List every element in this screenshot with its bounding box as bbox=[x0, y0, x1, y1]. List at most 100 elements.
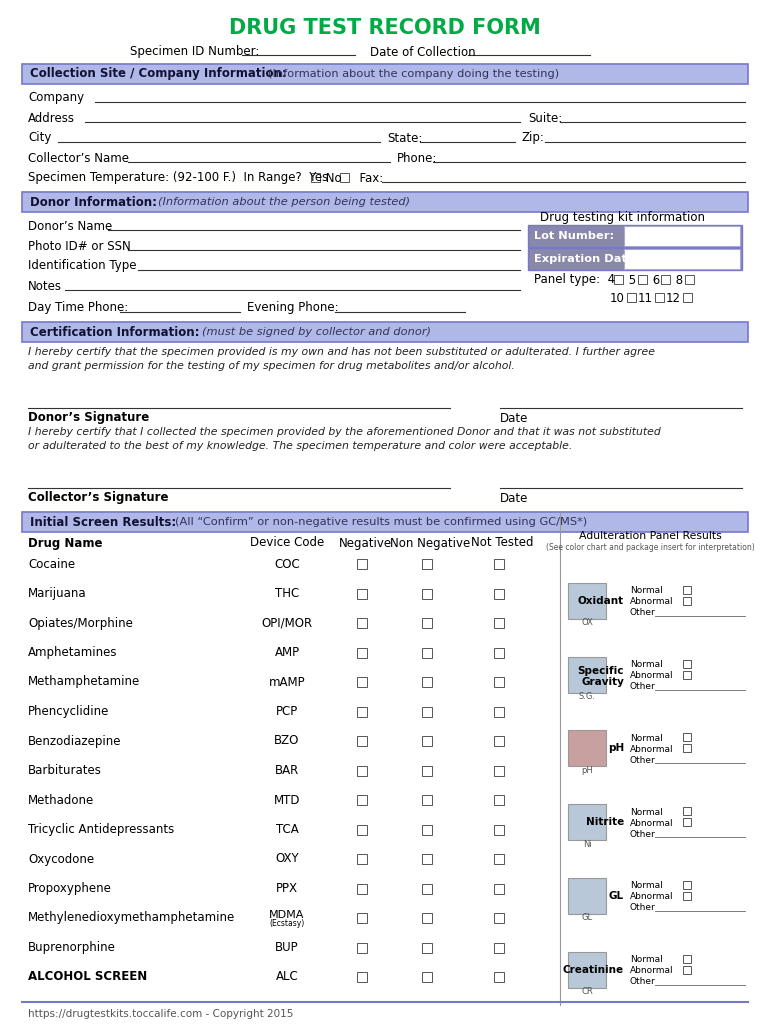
Text: BZO: BZO bbox=[274, 734, 300, 748]
Bar bbox=[422, 677, 432, 687]
Bar bbox=[568, 951, 606, 987]
Text: MTD: MTD bbox=[274, 794, 300, 807]
Text: Abnormal: Abnormal bbox=[630, 892, 674, 901]
Text: Other: Other bbox=[630, 977, 656, 986]
Text: Panel type:  4: Panel type: 4 bbox=[534, 273, 615, 287]
Bar bbox=[357, 618, 367, 628]
Bar bbox=[422, 854, 432, 864]
Text: (Information about the company doing the testing): (Information about the company doing the… bbox=[268, 69, 559, 79]
Text: DRUG TEST RECORD FORM: DRUG TEST RECORD FORM bbox=[229, 18, 541, 38]
Text: Oxycodone: Oxycodone bbox=[28, 853, 94, 865]
Text: State:: State: bbox=[387, 131, 423, 144]
Bar bbox=[422, 913, 432, 923]
Text: Non Negative: Non Negative bbox=[390, 537, 470, 550]
Bar bbox=[422, 589, 432, 598]
Text: Donor’s Name: Donor’s Name bbox=[28, 219, 112, 232]
Text: 6: 6 bbox=[649, 273, 660, 287]
Text: Notes: Notes bbox=[28, 280, 62, 293]
Bar bbox=[627, 293, 636, 302]
Bar bbox=[422, 824, 432, 835]
Bar bbox=[528, 225, 742, 247]
Text: Tricyclic Antidepressants: Tricyclic Antidepressants bbox=[28, 823, 174, 836]
Text: Specimen Temperature: (92-100 F.)  In Range?  Yes: Specimen Temperature: (92-100 F.) In Ran… bbox=[28, 171, 328, 184]
Text: Initial Screen Results:: Initial Screen Results: bbox=[30, 515, 176, 528]
Text: Abnormal: Abnormal bbox=[630, 597, 674, 606]
Text: BUP: BUP bbox=[275, 941, 299, 954]
Text: Methamphetamine: Methamphetamine bbox=[28, 676, 140, 688]
Text: Normal: Normal bbox=[630, 955, 663, 965]
Bar bbox=[422, 647, 432, 657]
Text: Date of Collection: Date of Collection bbox=[370, 45, 476, 58]
Text: Other: Other bbox=[630, 682, 656, 691]
Text: Buprenorphine: Buprenorphine bbox=[28, 941, 115, 954]
Text: Collector’s Signature: Collector’s Signature bbox=[28, 492, 169, 505]
Text: OPI/MOR: OPI/MOR bbox=[262, 616, 313, 630]
Bar bbox=[683, 881, 691, 889]
Text: Photo ID# or SSN: Photo ID# or SSN bbox=[28, 240, 131, 253]
Bar bbox=[422, 884, 432, 894]
Bar bbox=[661, 275, 670, 284]
Bar bbox=[340, 173, 349, 182]
Text: Barbiturates: Barbiturates bbox=[28, 764, 102, 777]
Text: pH: pH bbox=[581, 766, 593, 775]
Bar bbox=[357, 736, 367, 746]
Text: City: City bbox=[28, 131, 52, 144]
Text: Normal: Normal bbox=[630, 808, 663, 816]
Text: Other: Other bbox=[630, 608, 656, 617]
Bar bbox=[357, 824, 367, 835]
Text: Gravity: Gravity bbox=[581, 677, 624, 687]
Text: Normal: Normal bbox=[630, 587, 663, 595]
Text: No: No bbox=[322, 171, 342, 184]
Text: Other: Other bbox=[630, 903, 656, 912]
Bar bbox=[528, 248, 742, 270]
Bar bbox=[22, 322, 748, 342]
Bar bbox=[494, 972, 504, 982]
Text: Amphetamines: Amphetamines bbox=[28, 646, 118, 659]
Bar bbox=[494, 618, 504, 628]
Text: (See color chart and package insert for interpretation): (See color chart and package insert for … bbox=[546, 544, 755, 553]
Bar bbox=[357, 677, 367, 687]
Bar bbox=[22, 512, 748, 532]
Text: Propoxyphene: Propoxyphene bbox=[28, 882, 112, 895]
Bar bbox=[683, 744, 691, 753]
Bar bbox=[568, 878, 606, 913]
Text: Nitrite: Nitrite bbox=[586, 817, 624, 827]
Bar bbox=[683, 293, 692, 302]
Text: Normal: Normal bbox=[630, 882, 663, 891]
Bar bbox=[494, 824, 504, 835]
Text: GL: GL bbox=[609, 891, 624, 901]
Text: Phencyclidine: Phencyclidine bbox=[28, 705, 109, 718]
Text: Donor’s Signature: Donor’s Signature bbox=[28, 412, 149, 425]
Text: pH: pH bbox=[608, 743, 624, 754]
Text: Methylenedioxymethamphetamine: Methylenedioxymethamphetamine bbox=[28, 911, 236, 925]
Bar bbox=[683, 659, 691, 668]
Text: Drug testing kit information: Drug testing kit information bbox=[540, 212, 705, 224]
Bar bbox=[494, 766, 504, 775]
Bar bbox=[568, 730, 606, 766]
Text: Oxidant: Oxidant bbox=[578, 596, 624, 606]
Text: ALCOHOL SCREEN: ALCOHOL SCREEN bbox=[28, 971, 147, 983]
Bar bbox=[494, 736, 504, 746]
Bar bbox=[22, 193, 748, 212]
Bar bbox=[683, 671, 691, 679]
Bar bbox=[624, 226, 740, 246]
Text: Ni: Ni bbox=[583, 840, 591, 849]
Bar bbox=[683, 954, 691, 963]
Bar bbox=[683, 807, 691, 815]
Bar bbox=[422, 795, 432, 805]
Text: Date: Date bbox=[500, 492, 528, 505]
Text: (must be signed by collector and donor): (must be signed by collector and donor) bbox=[202, 327, 431, 337]
Text: (Information about the person being tested): (Information about the person being test… bbox=[158, 197, 410, 207]
Bar bbox=[655, 293, 664, 302]
Bar bbox=[568, 804, 606, 840]
Text: AMP: AMP bbox=[274, 646, 300, 659]
Bar bbox=[357, 559, 367, 569]
Bar bbox=[357, 795, 367, 805]
Text: Other: Other bbox=[630, 829, 656, 839]
Text: 12: 12 bbox=[666, 292, 681, 304]
Bar bbox=[494, 707, 504, 717]
Text: ALC: ALC bbox=[276, 971, 299, 983]
Text: 5: 5 bbox=[625, 273, 636, 287]
Text: 8: 8 bbox=[672, 273, 683, 287]
Text: Phone:: Phone: bbox=[397, 152, 437, 165]
